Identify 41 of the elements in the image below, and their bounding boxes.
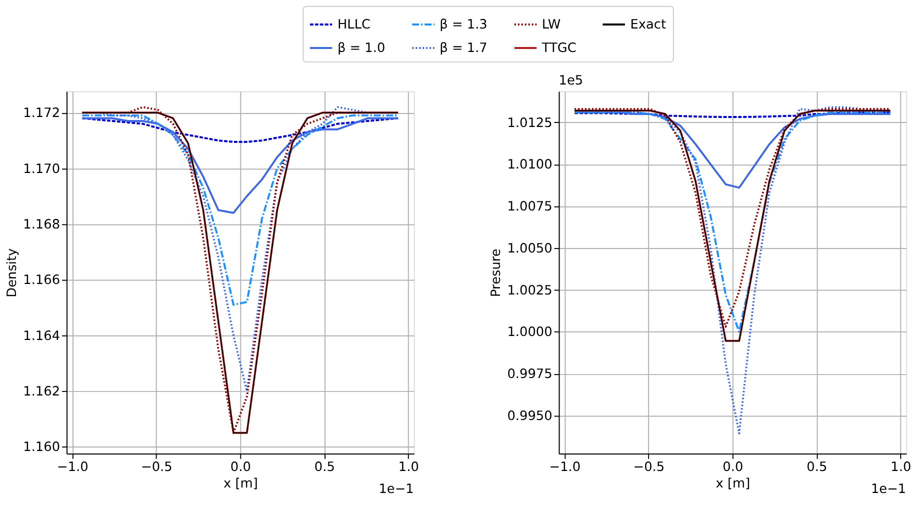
line-series — [81, 117, 400, 143]
y-tick-label: 1.160 — [23, 440, 60, 456]
y-tick-label: 1.0000 — [507, 325, 552, 340]
legend-label: LW — [542, 17, 561, 32]
x-tick-label: 0.0 — [230, 460, 251, 475]
x-tick-label: −1.0 — [549, 460, 581, 475]
legend-label: Exact — [630, 17, 666, 32]
y-tick-label: 1.170 — [23, 162, 60, 177]
x-tick-label: −0.5 — [141, 460, 172, 475]
legend-label: β = 1.7 — [440, 41, 488, 56]
y-axis-title: Density — [5, 248, 20, 298]
y-tick-label: 1.0100 — [507, 158, 552, 173]
y-tick-label: 0.9950 — [507, 408, 552, 424]
legend-label: β = 1.0 — [337, 41, 386, 56]
y-tick-label: 0.9975 — [507, 367, 552, 382]
legend-label: β = 1.3 — [440, 17, 488, 32]
y-tick-label: 1.0125 — [507, 116, 552, 131]
y-tick-label: 1.0025 — [507, 283, 552, 298]
y-tick-label: 1.162 — [23, 384, 60, 400]
x-tick-label: −0.5 — [633, 460, 665, 475]
x-tick-label: 1.0 — [890, 460, 912, 475]
text: 1e5 — [558, 73, 584, 88]
text: 1e−1 — [870, 482, 906, 498]
y-tick-label: 1.0075 — [507, 200, 552, 215]
x-tick-label: 0.0 — [722, 460, 744, 475]
text: 1e−1 — [378, 482, 414, 498]
x-tick-label: 1.0 — [398, 460, 419, 475]
x-axis-title: x [m] — [716, 476, 750, 492]
line-series — [81, 114, 400, 306]
y-tick-label: 1.166 — [23, 273, 60, 288]
x-tick-label: 0.5 — [314, 460, 335, 475]
legend-label: TTGC — [540, 41, 576, 56]
y-axis-title: Presure — [489, 248, 504, 297]
y-tick-label: 1.0050 — [507, 241, 552, 256]
legend-label: HLLC — [337, 17, 370, 32]
y-tick-label: 1.168 — [23, 217, 60, 232]
y-tick-label: 1.164 — [23, 328, 60, 344]
x-tick-label: −1.0 — [57, 460, 88, 475]
x-tick-label: 0.5 — [806, 460, 828, 475]
y-tick-label: 1.172 — [23, 106, 60, 122]
x-axis-title: x [m] — [224, 476, 258, 492]
